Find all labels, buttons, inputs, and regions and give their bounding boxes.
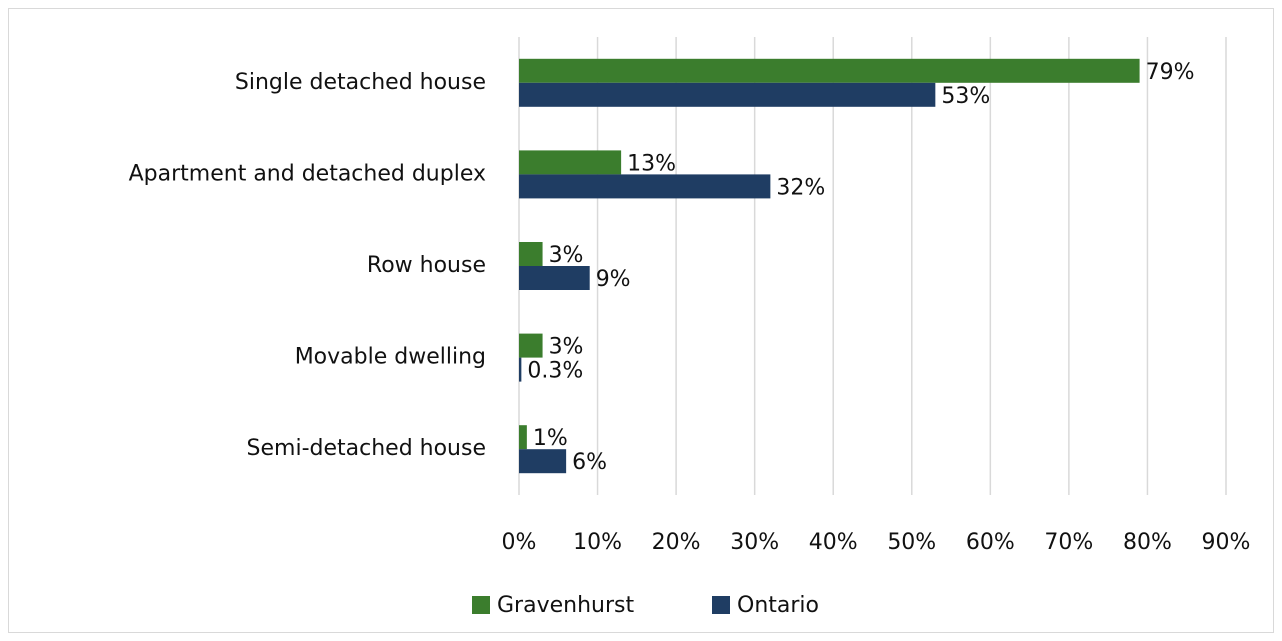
x-tick-label: 30% [730,530,779,555]
bar [519,58,1140,83]
x-tick-label: 0% [502,530,537,555]
bar [519,242,543,266]
y-tick-label: Single detached house [235,70,486,95]
value-label: 3% [549,243,584,268]
legend-label: Ontario [737,593,819,618]
legend-swatch [472,596,490,614]
bar [519,174,771,199]
bar [519,449,567,474]
value-label: 0.3% [527,359,583,384]
value-label: 1% [533,426,568,451]
x-tick-label: 60% [966,530,1015,555]
x-tick-label: 50% [887,530,936,555]
value-label: 3% [549,335,584,360]
y-tick-label: Row house [367,253,486,278]
bar [519,425,527,450]
value-label: 32% [776,175,825,200]
value-label: 13% [627,151,676,176]
x-tick-label: 20% [652,530,701,555]
x-tick-label: 70% [1044,530,1093,555]
value-label: 53% [941,84,990,109]
x-tick-label: 40% [809,530,858,555]
value-label: 9% [596,267,631,292]
bar [519,266,590,290]
legend-label: Gravenhurst [497,593,634,618]
x-tick-label: 80% [1123,530,1172,555]
bar [519,150,622,175]
legend-swatch [712,596,730,614]
y-tick-label: Movable dwelling [295,345,486,370]
y-tick-label: Semi-detached house [247,436,486,461]
bar [519,357,522,382]
bar [519,82,936,107]
value-label: 79% [1146,60,1195,85]
x-tick-label: 90% [1202,530,1251,555]
chart-frame [8,8,1274,633]
y-tick-label: Apartment and detached duplex [129,161,486,186]
value-label: 6% [572,450,607,475]
x-tick-label: 10% [573,530,622,555]
bar [519,333,543,358]
